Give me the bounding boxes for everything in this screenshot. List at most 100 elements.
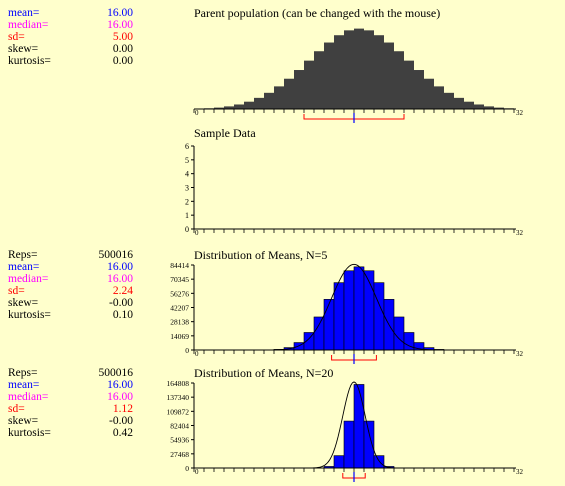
means20-y-tick-label: 164808 (167, 379, 190, 388)
parent-stats: mean= 16.00 median= 16.00 sd= 5.00 skew= 0.00 ku… (8, 7, 133, 67)
means20-stats: Reps= 500016 mean= 16.00 median= 16.00 sd= 1.12… (8, 367, 133, 439)
stat-label: sd= (8, 403, 25, 415)
stat-label: median= (8, 391, 49, 403)
stat-value: 16.00 (107, 273, 133, 285)
parent-title: Parent population (can be changed with t… (194, 6, 441, 20)
parent-bar (444, 92, 454, 109)
stat-value: -0.00 (109, 415, 133, 427)
stat-label: median= (8, 19, 49, 31)
means20-y-tick-label: 27468 (170, 450, 189, 459)
means5-x-max-label: 32 (516, 350, 524, 358)
means20-bar (343, 420, 355, 469)
stat-row: sd= 5.00 (8, 31, 133, 43)
parent-bar (314, 51, 324, 109)
stat-label: kurtosis= (8, 55, 51, 67)
stat-label: sd= (8, 31, 25, 43)
parent-bar (354, 28, 364, 109)
stat-label: mean= (8, 379, 40, 391)
stat-row: Reps= 500016 (8, 367, 133, 379)
sample-title: Sample Data (194, 126, 256, 140)
stat-row: sd= 1.12 (8, 403, 133, 415)
sample-y-tick-label: 2 (185, 197, 189, 206)
stat-value: 500016 (98, 249, 134, 261)
parent-bar (424, 78, 434, 109)
stat-label: skew= (8, 415, 39, 427)
stat-value: 0.42 (112, 427, 133, 439)
stat-value: 16.00 (107, 261, 133, 273)
means20-bar (373, 455, 385, 469)
parent-bar (494, 107, 504, 109)
sample-y-tick-label: 1 (185, 211, 189, 220)
stat-value: 1.12 (112, 403, 133, 415)
means5-y-tick-label: 0 (185, 346, 189, 355)
parent-bar (214, 107, 224, 109)
stat-row: kurtosis= 0.42 (8, 427, 133, 439)
means20-title: Distribution of Means, N=20 (194, 366, 334, 380)
stat-label: kurtosis= (8, 427, 51, 439)
sample-y-tick-label: 3 (185, 184, 189, 193)
means5-x-min-label: 0 (195, 350, 199, 358)
stat-value: 0.00 (112, 55, 133, 67)
means5-y-tick-label: 28138 (170, 318, 189, 327)
parent-bar (464, 101, 474, 109)
stat-row: mean= 16.00 (8, 7, 133, 19)
sample-y-tick-label: 0 (185, 225, 189, 234)
means5-bar (393, 316, 405, 351)
means20-y-tick-label: 137340 (167, 393, 190, 402)
stat-row: kurtosis= 0.10 (8, 309, 133, 321)
means5-stats: Reps= 500016 mean= 16.00 median= 16.00 sd= 2.24… (8, 249, 133, 321)
parent-bar (324, 42, 334, 109)
sample-y-tick-label: 6 (185, 142, 189, 151)
parent-x-min-label: 0 (195, 109, 199, 117)
stat-row: median= 16.00 (8, 391, 133, 403)
parent-x-max-label: 32 (516, 109, 524, 117)
sample-x-max-label: 32 (516, 229, 524, 237)
parent-bar (294, 70, 304, 109)
means20-y-tick-label: 54936 (170, 436, 189, 445)
stat-value: 16.00 (107, 7, 133, 19)
means5-y-tick-label: 14069 (170, 332, 189, 341)
parent-bar (474, 104, 484, 109)
stat-row: median= 16.00 (8, 19, 133, 31)
parent-bar (244, 101, 254, 109)
means5-bar (353, 266, 365, 351)
sample-y-tick-label: 5 (185, 156, 189, 165)
stat-label: kurtosis= (8, 309, 51, 321)
stat-value: 2.24 (112, 285, 133, 297)
means5-title: Distribution of Means, N=5 (194, 248, 328, 262)
parent-bar (344, 30, 354, 110)
means20-y-tick-label: 82404 (170, 422, 189, 431)
parent-bar (254, 97, 264, 109)
means5-y-tick-label: 56276 (170, 289, 189, 298)
means5-bar (313, 316, 325, 351)
stat-label: mean= (8, 261, 40, 273)
stat-value: 500016 (98, 367, 134, 379)
parent-bar (334, 35, 344, 109)
stat-label: median= (8, 273, 49, 285)
parent-bar (394, 51, 404, 109)
stat-row: skew= -0.00 (8, 415, 133, 427)
stat-row: skew= 0.00 (8, 43, 133, 55)
means5-y-tick-label: 42207 (170, 304, 189, 313)
parent-bar (274, 86, 284, 109)
parent-bar (414, 70, 424, 109)
parent-bar (454, 97, 464, 109)
means20-x-max-label: 32 (516, 468, 524, 476)
stat-value: -0.00 (109, 297, 133, 309)
stat-label: Reps= (8, 367, 38, 379)
stat-row: mean= 16.00 (8, 379, 133, 391)
means20-y-tick-label: 0 (185, 464, 189, 473)
stat-row: Reps= 500016 (8, 249, 133, 261)
parent-bar (484, 106, 494, 109)
means5-y-tick-label: 70345 (170, 275, 189, 284)
parent-bar (434, 86, 444, 109)
means5-bar (343, 270, 355, 351)
stat-row: median= 16.00 (8, 273, 133, 285)
means20-x-min-label: 0 (195, 468, 199, 476)
means20-y-tick-label: 109872 (167, 407, 190, 416)
stat-value: 0.10 (112, 309, 133, 321)
parent-bar (264, 92, 274, 109)
means20-bar (353, 384, 365, 469)
sample-y-tick-label: 4 (185, 170, 189, 179)
